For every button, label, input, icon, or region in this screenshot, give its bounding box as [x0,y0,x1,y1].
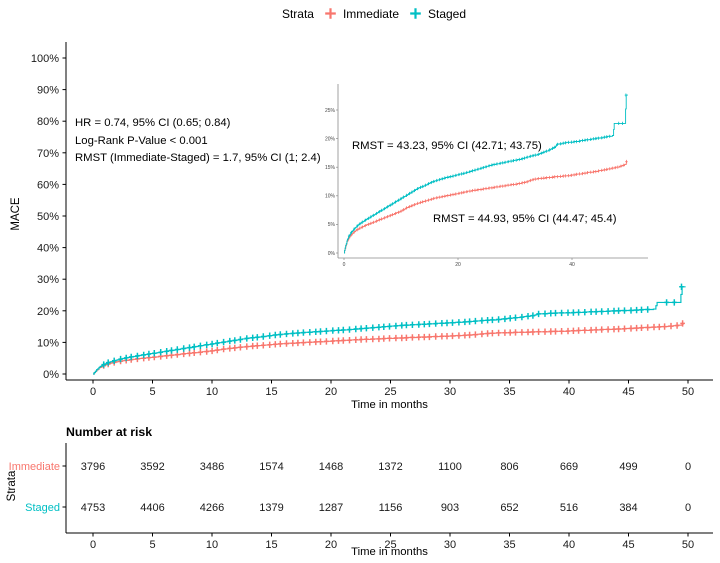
stats-annotation: HR = 0.74, 95% CI (0.65; 0.84) Log-Rank … [75,115,321,168]
x-tick-label: 30 [444,386,456,398]
risk-value-staged-5: 4406 [140,502,164,514]
x-tick-label: 50 [682,386,694,398]
y-tick-label: 50% [37,211,59,223]
inset-y-tick-label: 25% [325,108,336,114]
risk-value-immediate-45: 499 [619,461,637,473]
y-tick-label: 10% [37,337,59,349]
risk-value-staged-50: 0 [685,502,691,514]
risk-value-staged-15: 1379 [259,502,283,514]
inset-axes [337,84,648,259]
immediate-censor-marks-inset [347,159,628,240]
risk-value-staged-30: 903 [441,502,459,514]
risk-value-staged-0: 4753 [81,502,105,514]
legend-title: Strata [281,6,314,21]
risk-value-immediate-50: 0 [685,461,691,473]
y-tick-label: 40% [37,243,59,255]
staged-censor-marks [101,283,684,368]
risk-x-tick-label: 20 [325,539,337,551]
risk-x-tick-label: 5 [149,539,155,551]
risk-value-immediate-25: 1372 [378,461,402,473]
legend-item-immediate: Immediate [323,6,399,21]
x-tick-label: 35 [503,386,515,398]
x-tick-label: 10 [206,386,218,398]
risk-value-staged-35: 652 [500,502,518,514]
legend-item-label: Staged [428,6,467,21]
legend: Strata Immediate Staged [0,6,720,21]
x-tick-label: 15 [265,386,277,398]
inset-x-tick-label: 0 [343,262,346,268]
risk-x-tick-label: 35 [503,539,515,551]
plus-mark-icon [410,8,421,19]
risk-value-immediate-20: 1468 [319,461,343,473]
inset-y-tick-label: 10% [325,194,336,200]
risk-row-label-immediate: Immediate [9,461,60,473]
y-tick-label: 100% [31,53,59,65]
y-tick-label: 90% [37,85,59,97]
inset-y-tick-label: 20% [325,136,336,142]
inset-x-tick-label: 40 [569,262,575,268]
inset-x-tick-label: 20 [455,262,461,268]
x-axis-title-main: Time in months [351,399,428,411]
risk-x-tick-label: 0 [90,539,96,551]
risk-value-staged-45: 384 [619,502,637,514]
legend-item-staged: Staged [408,6,466,21]
risk-value-staged-25: 1156 [379,502,403,514]
legend-item-label: Immediate [342,6,399,21]
risk-x-tick-label: 30 [444,539,456,551]
main-axes [65,42,713,381]
x-tick-label: 45 [622,386,634,398]
y-tick-label: 60% [37,179,59,191]
hr-annotation: HR = 0.74, 95% CI (0.65; 0.84) [75,117,231,129]
risk-value-immediate-15: 1574 [259,461,283,473]
x-axis-title-risk: Time in months [351,546,428,558]
rmst-diff-annotation: RMST (Immediate-Staged) = 1.7, 95% CI (1… [75,152,321,164]
risk-value-immediate-10: 3486 [200,461,224,473]
risk-table-title: Number at risk [66,425,153,439]
inset-rmst-immediate-annotation: RMST = 44.93, 95% CI (44.47; 45.4) [433,213,617,225]
risk-value-staged-20: 1287 [319,502,343,514]
y-tick-label: 70% [37,148,59,160]
logrank-annotation: Log-Rank P-Value < 0.001 [75,134,208,147]
inset-y-tick-label: 5% [328,222,336,228]
y-axis-title: MACE [10,197,22,231]
inset-y-tick-label: 0% [328,251,336,257]
risk-x-tick-label: 25 [384,539,396,551]
y-tick-label: 30% [37,274,59,286]
risk-value-staged-10: 4266 [200,502,224,514]
x-tick-label: 25 [384,386,396,398]
risk-value-staged-40: 516 [560,502,578,514]
inset-rmst-staged-annotation: RMST = 43.23, 95% CI (42.71; 43.75) [352,140,542,152]
risk-value-immediate-5: 3592 [140,461,164,473]
risk-x-tick-label: 10 [206,539,218,551]
risk-value-immediate-30: 1100 [438,461,462,473]
x-tick-label: 20 [325,386,337,398]
plus-mark-icon [325,8,336,19]
x-tick-label: 40 [563,386,575,398]
risk-value-immediate-35: 806 [500,461,518,473]
x-tick-label: 0 [90,386,96,398]
risk-row-label-staged: Staged [25,502,60,514]
y-tick-label: 80% [37,116,59,128]
risk-x-tick-label: 50 [682,539,694,551]
risk-axes [65,443,713,534]
risk-x-tick-label: 15 [265,539,277,551]
risk-value-immediate-0: 3796 [81,461,105,473]
risk-table-strata-label: Strata [6,470,18,502]
x-tick-label: 5 [149,386,155,398]
inset-y-tick-label: 15% [325,165,336,171]
risk-x-tick-label: 45 [622,539,634,551]
staged-censor-marks-inset [347,93,628,238]
risk-x-tick-label: 40 [563,539,575,551]
y-tick-label: 20% [37,306,59,318]
risk-value-immediate-40: 669 [560,461,578,473]
y-tick-label: 0% [43,369,59,381]
